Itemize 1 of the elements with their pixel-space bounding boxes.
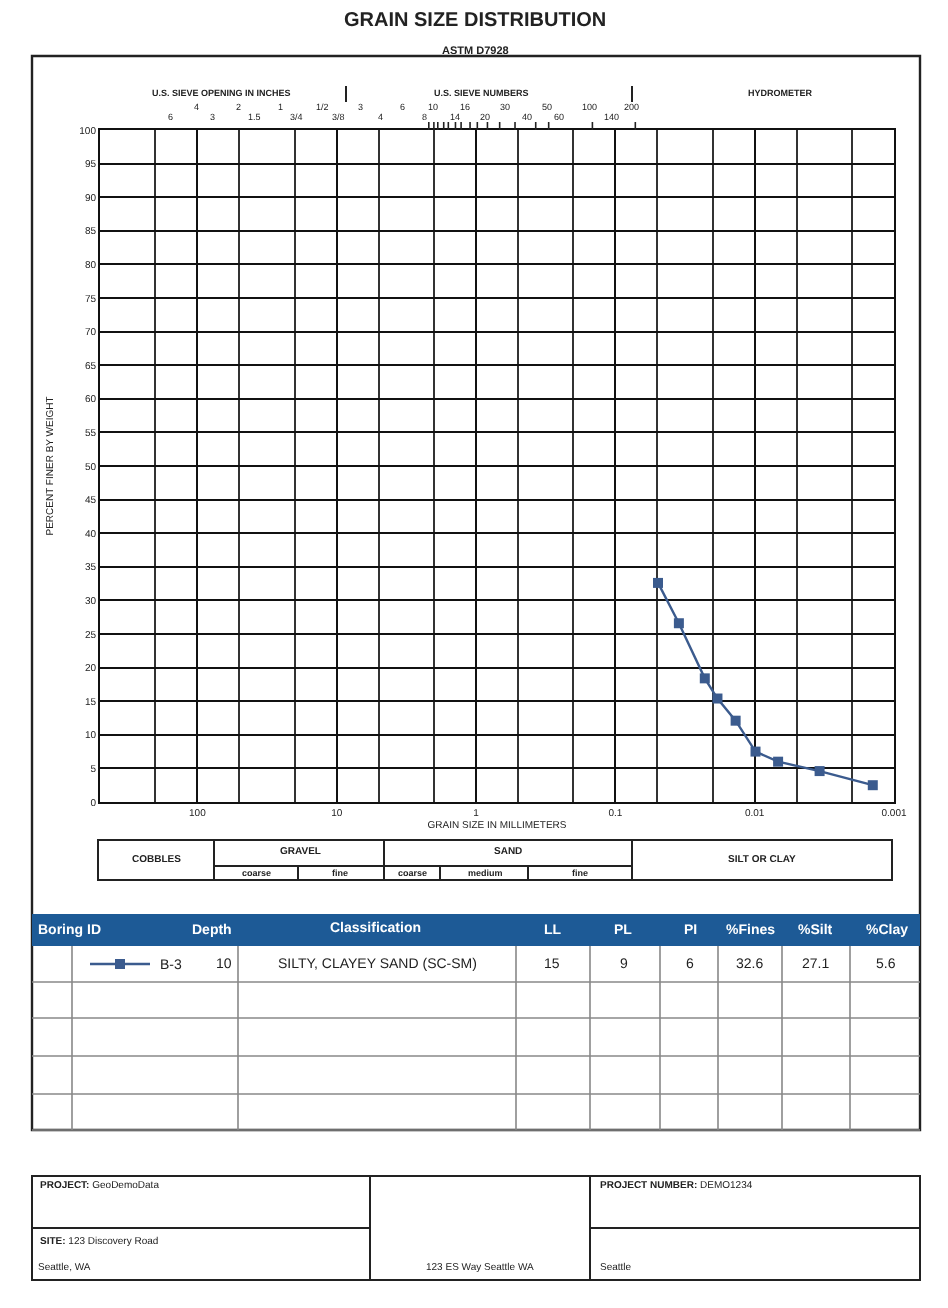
chart-title: GRAIN SIZE DISTRIBUTION [344, 10, 607, 32]
